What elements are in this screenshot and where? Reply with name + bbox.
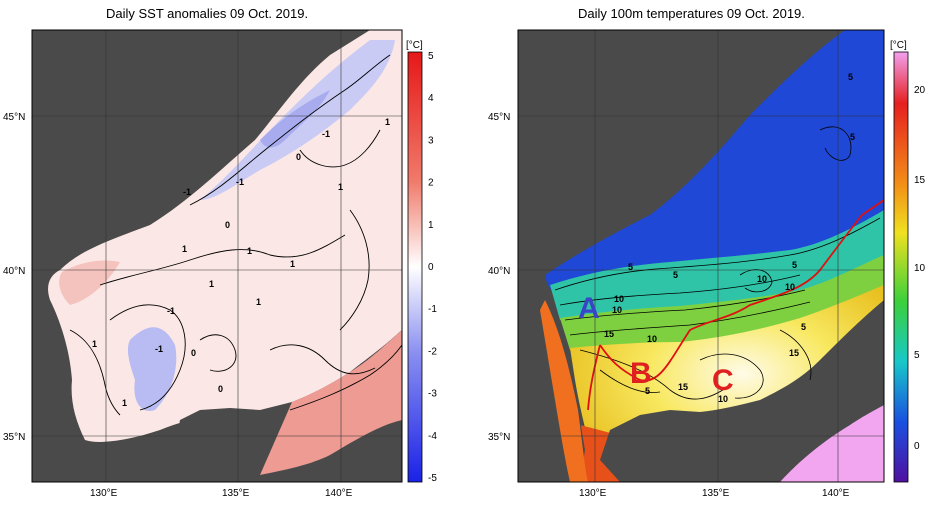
left-grid <box>32 30 402 482</box>
left-contour-label: -1 <box>236 177 244 187</box>
right-contour-label: 5 <box>673 270 678 280</box>
left-contour-label: 1 <box>385 117 390 127</box>
right-lon-label-130: 130°E <box>579 488 607 499</box>
right-contour-label: 15 <box>678 382 688 392</box>
left-contour-label: 1 <box>338 182 343 192</box>
right-contour-label: 10 <box>785 282 795 292</box>
right-contour-label: 10 <box>647 334 657 344</box>
left-contour-label: -1 <box>167 306 175 316</box>
right-colorbar-tick: 0 <box>914 441 920 452</box>
right-survey-route-coast <box>587 344 601 411</box>
left-honshu-coast <box>260 330 402 475</box>
left-contour-label: 1 <box>256 297 261 307</box>
left-lat-label-45: 45°N <box>3 112 25 123</box>
right-contour-label: 15 <box>789 348 799 358</box>
left-contour-label: 0 <box>218 384 223 394</box>
right-contour-label: 10 <box>612 305 622 315</box>
left-lat-label-35: 35°N <box>3 432 25 443</box>
right-contour-label: 5 <box>645 386 650 396</box>
left-colorbar-tick: 4 <box>428 93 434 104</box>
left-colorbar-tick: -5 <box>428 473 437 484</box>
left-contour-label: 1 <box>247 246 252 256</box>
region-label-a: A <box>578 292 600 325</box>
left-contour-label: 1 <box>182 244 187 254</box>
right-contour-label: 5 <box>628 262 633 272</box>
right-korea-warm-edge <box>540 300 588 482</box>
left-contour-label: 1 <box>92 339 97 349</box>
right-contour-label: 10 <box>757 274 767 284</box>
left-lon-label-130: 130°E <box>90 488 118 499</box>
left-contours <box>69 54 402 416</box>
left-lat-label-40: 40°N <box>3 266 25 277</box>
left-negative-anomaly-core <box>260 90 330 148</box>
left-contour-label: 0 <box>225 220 230 230</box>
right-colorbar <box>893 51 909 483</box>
right-survey-route <box>599 199 884 382</box>
right-contour-label: 5 <box>801 322 806 332</box>
left-colorbar-tick: 5 <box>428 51 434 62</box>
left-positive-anomaly-west <box>59 260 120 305</box>
left-colorbar-tick: 2 <box>428 178 434 189</box>
left-lon-label-140: 140°E <box>325 488 353 499</box>
right-map-frame <box>517 29 885 483</box>
right-colorbar-tick: 20 <box>914 85 926 96</box>
left-colorbar <box>407 51 423 483</box>
right-colorbar-ticks: 20 15 10 5 0 <box>914 85 926 452</box>
left-contour-label: 1 <box>122 398 127 408</box>
right-grid <box>518 30 884 482</box>
right-lat-label-35: 35°N <box>488 432 510 443</box>
region-label-b: B <box>630 357 652 390</box>
right-lon-label-135: 135°E <box>702 488 730 499</box>
left-panel-title: Daily SST anomalies 09 Oct. 2019. <box>106 6 309 21</box>
right-map <box>518 30 884 482</box>
left-contour-label: -1 <box>155 344 163 354</box>
right-contour-label: 15 <box>604 329 614 339</box>
left-contour-label: -1 <box>322 129 330 139</box>
left-contour-label: 0 <box>296 152 301 162</box>
left-colorbar-unit: [°C] <box>406 40 423 51</box>
left-colorbar-tick: 1 <box>428 220 434 231</box>
right-colorbar-unit: [°C] <box>890 40 907 51</box>
left-contour-labels: -1 -1 -1 0 0 0 0 1 1 1 1 1 1 1 1 1 -1 -1 <box>92 117 390 408</box>
right-contour-label: 10 <box>614 294 624 304</box>
left-contour-label: 0 <box>191 348 196 358</box>
left-map-frame <box>31 29 403 483</box>
right-japan-landmass <box>600 300 884 482</box>
left-contour-label: 1 <box>209 279 214 289</box>
left-lon-label-135: 135°E <box>222 488 250 499</box>
left-colorbar-tick: 3 <box>428 135 434 146</box>
left-contour-label: -1 <box>183 187 191 197</box>
right-contour-label: 5 <box>850 132 855 142</box>
region-label-c: C <box>712 364 734 397</box>
left-negative-anomaly-south <box>127 327 177 411</box>
right-lon-label-140: 140°E <box>822 488 850 499</box>
right-contour-label: 5 <box>848 72 853 82</box>
left-colorbar-tick: 0 <box>428 262 434 273</box>
right-colorbar-tick: 15 <box>914 175 926 186</box>
right-lat-label-45: 45°N <box>488 112 510 123</box>
left-map <box>32 30 402 482</box>
right-contour-label: 10 <box>718 394 728 404</box>
left-colorbar-tick: -3 <box>428 389 437 400</box>
left-colorbar-tick: -1 <box>428 304 437 315</box>
right-colorbar-tick: 10 <box>914 263 926 274</box>
left-contour-label: 1 <box>290 259 295 269</box>
left-colorbar-tick: -4 <box>428 431 437 442</box>
right-contour-label: 5 <box>792 260 797 270</box>
right-cold-water <box>545 30 884 302</box>
left-colorbar-tick: -2 <box>428 346 437 357</box>
right-panel-title: Daily 100m temperatures 09 Oct. 2019. <box>578 6 805 21</box>
right-colorbar-tick: 5 <box>914 350 920 361</box>
left-colorbar-ticks: 5 4 3 2 1 0 -1 -2 -3 -4 -5 <box>428 51 437 484</box>
right-lat-label-40: 40°N <box>488 266 510 277</box>
